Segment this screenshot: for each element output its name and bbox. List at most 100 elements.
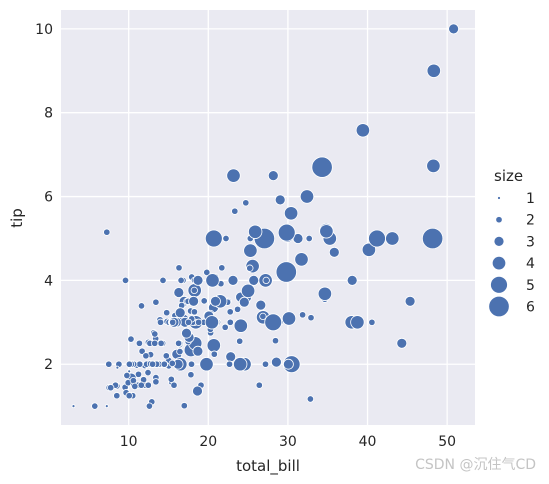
data-point	[176, 347, 184, 356]
data-point	[267, 170, 279, 182]
data-point	[145, 402, 154, 410]
y-axis-label: tip	[8, 208, 26, 228]
data-point	[350, 315, 365, 330]
data-point	[187, 371, 195, 379]
watermark: CSDN @沉住气CD	[415, 457, 536, 473]
data-point	[275, 261, 297, 283]
data-point	[181, 327, 192, 339]
data-point	[233, 357, 248, 372]
data-point	[270, 356, 282, 368]
data-point	[168, 359, 176, 368]
data-point	[305, 234, 313, 243]
data-point	[385, 231, 400, 246]
data-point	[242, 199, 250, 207]
legend-label: 5	[526, 278, 535, 294]
data-point	[113, 392, 121, 400]
data-point	[135, 339, 144, 347]
data-point	[174, 339, 183, 347]
x-tick-label: 50	[438, 434, 456, 450]
legend-label: 6	[526, 300, 535, 316]
data-point	[192, 385, 203, 397]
data-point	[238, 296, 250, 308]
data-point	[121, 276, 130, 285]
data-point	[368, 318, 376, 326]
data-point	[210, 295, 221, 307]
data-point	[226, 308, 234, 316]
x-tick-label: 40	[359, 434, 377, 450]
data-point	[218, 264, 226, 272]
x-tick-label: 10	[120, 434, 138, 450]
data-point	[307, 314, 315, 322]
data-point	[167, 375, 175, 383]
data-point	[169, 318, 177, 326]
data-point	[396, 337, 408, 349]
data-point	[137, 381, 145, 389]
data-point	[151, 339, 159, 347]
data-point	[248, 224, 263, 239]
x-tick-labels: 10 20 30 40 50	[120, 434, 456, 450]
data-point	[71, 404, 76, 409]
data-point	[204, 229, 223, 248]
legend-marker	[497, 196, 501, 200]
y-tick-label: 2	[44, 357, 53, 373]
y-tick-label: 10	[35, 22, 53, 38]
data-point	[240, 283, 256, 299]
data-point	[160, 360, 168, 368]
data-point	[261, 360, 270, 368]
data-point	[138, 347, 146, 355]
data-point	[206, 338, 221, 353]
data-point	[226, 168, 241, 183]
data-point	[294, 252, 309, 267]
data-point	[368, 229, 386, 248]
data-point	[264, 313, 283, 332]
data-point	[346, 274, 358, 286]
data-point	[255, 381, 263, 389]
legend-label: 3	[526, 234, 535, 250]
data-point	[91, 402, 99, 410]
data-point	[274, 194, 286, 206]
data-point	[243, 243, 258, 258]
data-point	[115, 365, 120, 370]
data-point	[328, 246, 340, 258]
data-point	[221, 323, 229, 331]
y-tick-label: 8	[44, 106, 53, 122]
data-point	[248, 274, 260, 286]
data-point	[177, 276, 185, 285]
data-point	[200, 297, 208, 305]
data-point	[311, 156, 333, 178]
data-point	[222, 234, 230, 243]
data-point	[205, 273, 220, 288]
legend-label: 2	[526, 213, 535, 229]
data-point	[190, 286, 198, 295]
data-point	[283, 206, 299, 221]
y-tick-label: 4	[44, 273, 53, 289]
data-point	[187, 360, 196, 368]
data-point	[163, 309, 171, 317]
data-point	[226, 318, 234, 326]
data-point	[404, 295, 416, 307]
data-point	[448, 23, 460, 35]
data-point	[271, 337, 280, 345]
data-point	[421, 227, 444, 250]
data-point	[144, 381, 152, 389]
data-point	[188, 295, 200, 307]
data-point	[210, 350, 218, 358]
data-point	[174, 307, 186, 319]
data-point	[157, 339, 165, 347]
data-point	[203, 268, 211, 277]
data-point	[184, 318, 193, 326]
data-point	[105, 360, 113, 368]
data-point	[204, 315, 220, 330]
data-point	[144, 368, 152, 377]
data-point	[281, 311, 297, 326]
data-point	[107, 384, 115, 392]
data-point	[319, 224, 334, 239]
data-point	[192, 345, 204, 357]
legend-marker	[490, 275, 508, 294]
legend-title: size	[494, 167, 523, 185]
data-point	[152, 378, 160, 386]
data-point	[317, 286, 333, 301]
y-tick-label: 6	[44, 190, 53, 206]
data-point	[255, 299, 267, 311]
